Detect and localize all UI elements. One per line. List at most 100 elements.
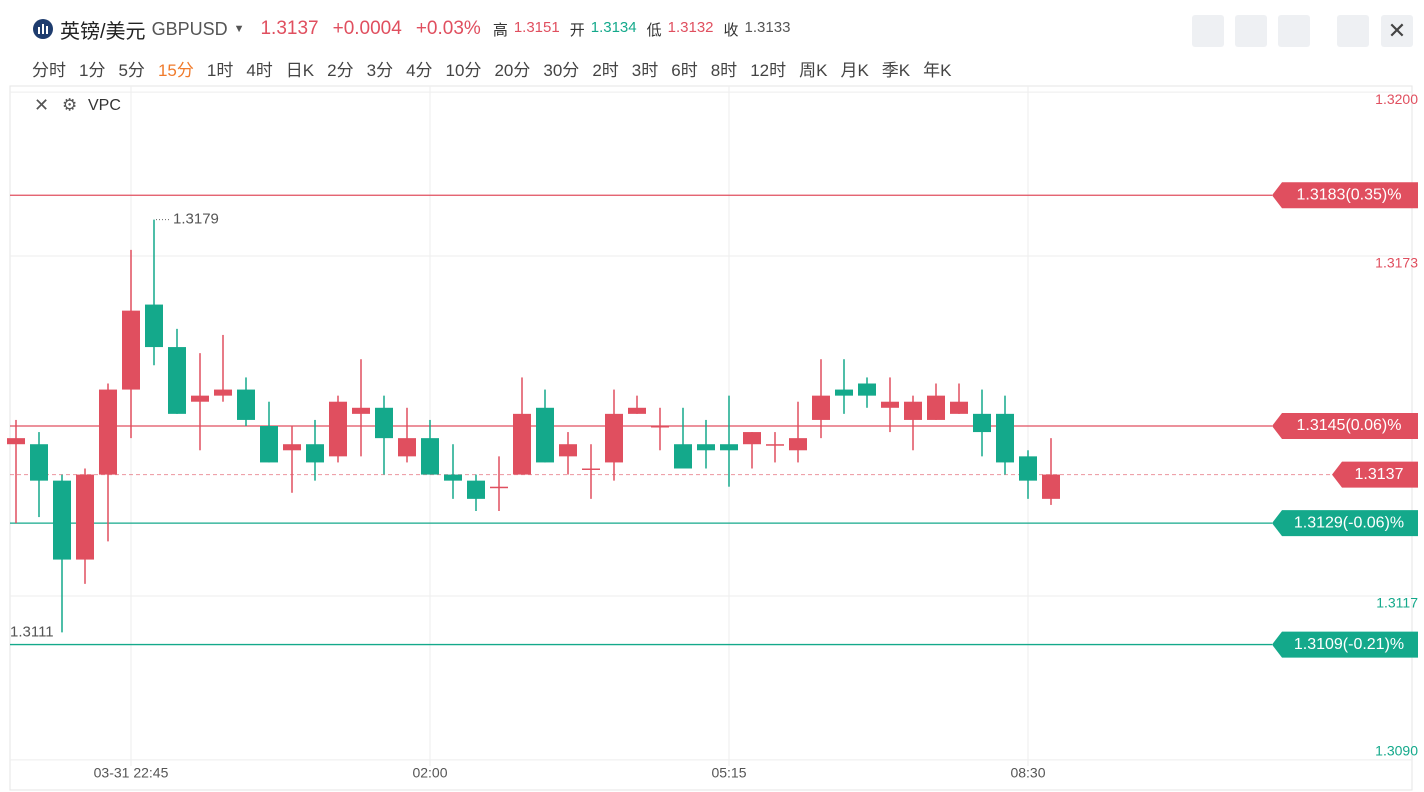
level-label: 1.3145(0.06)% bbox=[1297, 417, 1402, 434]
candle-body bbox=[53, 480, 71, 560]
interval-option[interactable]: 1分 bbox=[79, 61, 106, 80]
interval-option[interactable]: 3时 bbox=[631, 61, 659, 80]
candle-body bbox=[260, 426, 278, 463]
interval-option[interactable]: 4分 bbox=[406, 61, 433, 80]
tool-button[interactable] bbox=[1192, 15, 1224, 47]
candle-body bbox=[145, 304, 163, 348]
interval-option[interactable]: 15分 bbox=[157, 61, 194, 80]
y-tick-label: 1.3200 bbox=[1375, 91, 1418, 107]
candle-body bbox=[375, 407, 393, 439]
dropdown-caret[interactable]: ▼ bbox=[233, 23, 245, 35]
interval-option[interactable]: 日K bbox=[285, 61, 315, 80]
candle-body bbox=[306, 444, 324, 463]
candle-body bbox=[467, 480, 485, 499]
remove-icon[interactable]: ✕ bbox=[34, 95, 49, 115]
candle-body bbox=[76, 474, 94, 560]
candle-body bbox=[30, 444, 48, 481]
interval-option[interactable]: 周K bbox=[799, 61, 828, 80]
interval-option[interactable]: 4时 bbox=[246, 61, 273, 80]
price-tag bbox=[1272, 631, 1418, 658]
candle-body bbox=[398, 438, 416, 457]
header: 英镑/美元 GBPUSD ▼ 1.3137 +0.0004 +0.03% 高 1.… bbox=[32, 16, 794, 43]
interval-option[interactable]: 月K bbox=[840, 61, 869, 80]
price-tag bbox=[1272, 510, 1418, 537]
x-tick-label: 02:00 bbox=[412, 765, 447, 781]
y-tick-label: 1.3090 bbox=[1375, 743, 1418, 759]
candle-body bbox=[1019, 456, 1037, 481]
stat-label: 收 bbox=[723, 21, 739, 39]
interval-option[interactable]: 分时 bbox=[32, 61, 66, 80]
interval-option[interactable]: 6时 bbox=[671, 61, 698, 80]
candle-body bbox=[7, 438, 25, 445]
candle-body bbox=[720, 444, 738, 451]
interval-option[interactable]: 12时 bbox=[750, 61, 787, 80]
level-label: 1.3129(-0.06)% bbox=[1294, 514, 1404, 531]
candle-body bbox=[743, 432, 761, 445]
interval-option[interactable]: 2时 bbox=[592, 61, 619, 80]
candle-body bbox=[283, 444, 301, 451]
candle-body bbox=[812, 395, 830, 420]
candle-body bbox=[237, 389, 255, 420]
x-tick-label: 08:30 bbox=[1010, 765, 1045, 781]
candle-body bbox=[674, 444, 692, 469]
close-button[interactable]: ✕ bbox=[1381, 15, 1413, 47]
indicator-label: VPC bbox=[88, 97, 121, 114]
interval-option[interactable]: 3分 bbox=[366, 61, 394, 80]
price: 1.3137 bbox=[260, 18, 319, 39]
candle-body bbox=[881, 401, 899, 408]
interval-option[interactable]: 年K bbox=[923, 61, 952, 80]
candle-body bbox=[904, 401, 922, 420]
candle-body bbox=[421, 438, 439, 475]
candle-body bbox=[513, 413, 531, 475]
logo bbox=[33, 19, 53, 39]
interval-option[interactable]: 10分 bbox=[445, 61, 482, 80]
candle-body bbox=[122, 310, 140, 390]
symbol-name: 英镑/美元 bbox=[60, 20, 146, 43]
tool-button[interactable] bbox=[1235, 15, 1267, 47]
candle-body bbox=[214, 389, 232, 396]
candle-body bbox=[973, 413, 991, 433]
candle-body bbox=[996, 413, 1014, 463]
tool-button[interactable] bbox=[1337, 15, 1369, 47]
interval-option[interactable]: 季K bbox=[881, 61, 911, 80]
settings-icon[interactable]: ⚙ bbox=[62, 95, 77, 114]
interval-option[interactable]: 1时 bbox=[206, 61, 234, 80]
candle-body bbox=[582, 468, 600, 470]
candle-body bbox=[329, 401, 347, 457]
candle-body bbox=[766, 444, 784, 446]
interval-option[interactable]: 5分 bbox=[118, 61, 145, 80]
candle-body bbox=[697, 444, 715, 451]
candle-body bbox=[99, 389, 117, 475]
tool-button[interactable] bbox=[1278, 15, 1310, 47]
annotation-label: 1.3179 bbox=[173, 211, 219, 228]
interval-option[interactable]: 8时 bbox=[710, 61, 738, 80]
candle-body bbox=[858, 383, 876, 396]
candle-body bbox=[927, 395, 945, 420]
interval-option[interactable]: 30分 bbox=[543, 61, 580, 80]
candle-body bbox=[490, 486, 508, 489]
price-tag bbox=[1332, 461, 1418, 488]
stat-label: 高 bbox=[492, 21, 508, 39]
level-label: 1.3183(0.35)% bbox=[1297, 187, 1402, 204]
stat-value: 1.3151 bbox=[513, 18, 560, 36]
candle-body bbox=[950, 401, 968, 414]
interval-option[interactable]: 20分 bbox=[494, 61, 531, 80]
candle-body bbox=[352, 407, 370, 414]
level-label: 1.3109(-0.21)% bbox=[1294, 636, 1404, 653]
annotation-label: 1.3111 bbox=[10, 623, 54, 640]
candle-body bbox=[444, 474, 462, 481]
candle-body bbox=[1042, 474, 1060, 499]
interval-bar: 分时 1分 5分 15分 1时 4时 日K 2分 3分 4分 10分 20分 30分 2时 3时 6时 8时 12… bbox=[32, 56, 951, 81]
stat-value: 1.3134 bbox=[590, 18, 637, 36]
symbol-code[interactable]: GBPUSD bbox=[151, 18, 228, 39]
x-tick-label: 05:15 bbox=[711, 765, 746, 781]
candle-body bbox=[651, 426, 669, 428]
price-tag bbox=[1272, 182, 1418, 209]
interval-option[interactable]: 2分 bbox=[327, 61, 354, 80]
current-price-label: 1.3137 bbox=[1355, 466, 1404, 483]
candle-body bbox=[559, 444, 577, 457]
stat-value: 1.3133 bbox=[744, 18, 791, 36]
price-tag bbox=[1272, 413, 1418, 439]
plot-border bbox=[9, 85, 1413, 791]
